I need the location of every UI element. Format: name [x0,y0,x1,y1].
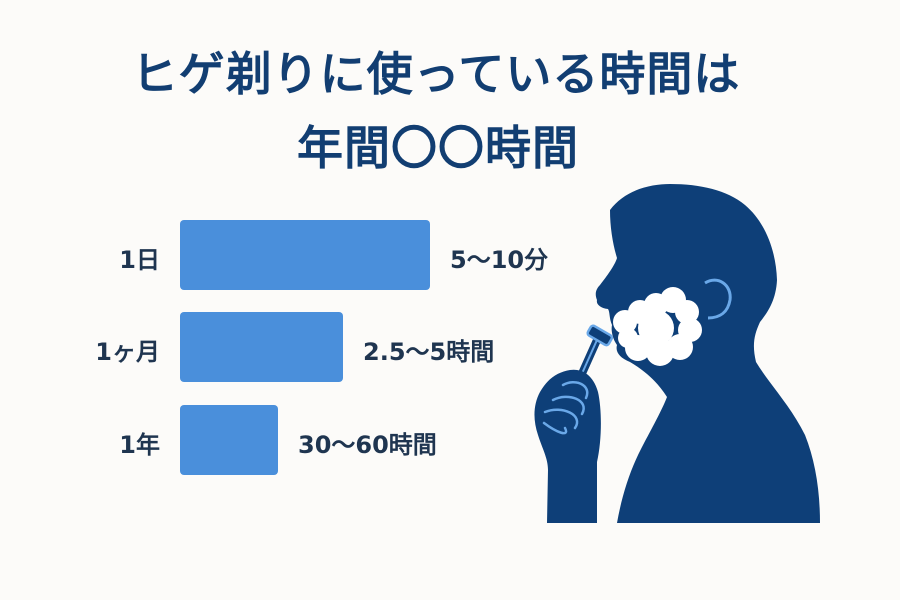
category-label: 1ヶ月 [95,338,160,366]
title-line-2: 年間〇〇時間 [297,121,579,175]
title-line-1: ヒゲ剃りに使っている時間は [131,47,741,101]
head-body-silhouette [595,184,820,523]
foam-icon [613,287,702,366]
bar [180,405,278,475]
finger-lines [542,381,589,435]
value-label: 2.5〜5時間 [363,338,495,366]
value-label: 30〜60時間 [298,431,437,459]
razor-icon [576,324,614,382]
bar [180,312,343,382]
category-label: 1年 [119,431,160,459]
value-label: 5〜10分 [450,246,549,274]
category-label: 1日 [119,246,160,274]
bar [180,220,430,290]
ear-icon [704,278,732,320]
hand-icon [534,369,601,523]
